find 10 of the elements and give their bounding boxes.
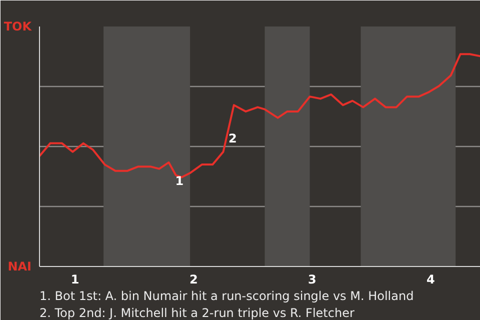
x-tick-label: 3 — [308, 272, 316, 286]
text: TOK — [4, 20, 32, 34]
annotation: 1 — [175, 174, 184, 188]
annotation: 2 — [228, 131, 237, 146]
x-tick-label: 1 — [70, 272, 80, 286]
text: 1. Bot 1st: A. bin Numair hit a run-scoring single vs M. Holland — [40, 289, 414, 303]
text: NAI — [8, 260, 32, 274]
text: 2. Top 2nd: J. Mitchell hit a 2-run triple vs R. Fletcher — [40, 306, 354, 320]
x-tick-label: 2 — [189, 272, 198, 286]
x-tick-label: 4 — [426, 272, 435, 286]
